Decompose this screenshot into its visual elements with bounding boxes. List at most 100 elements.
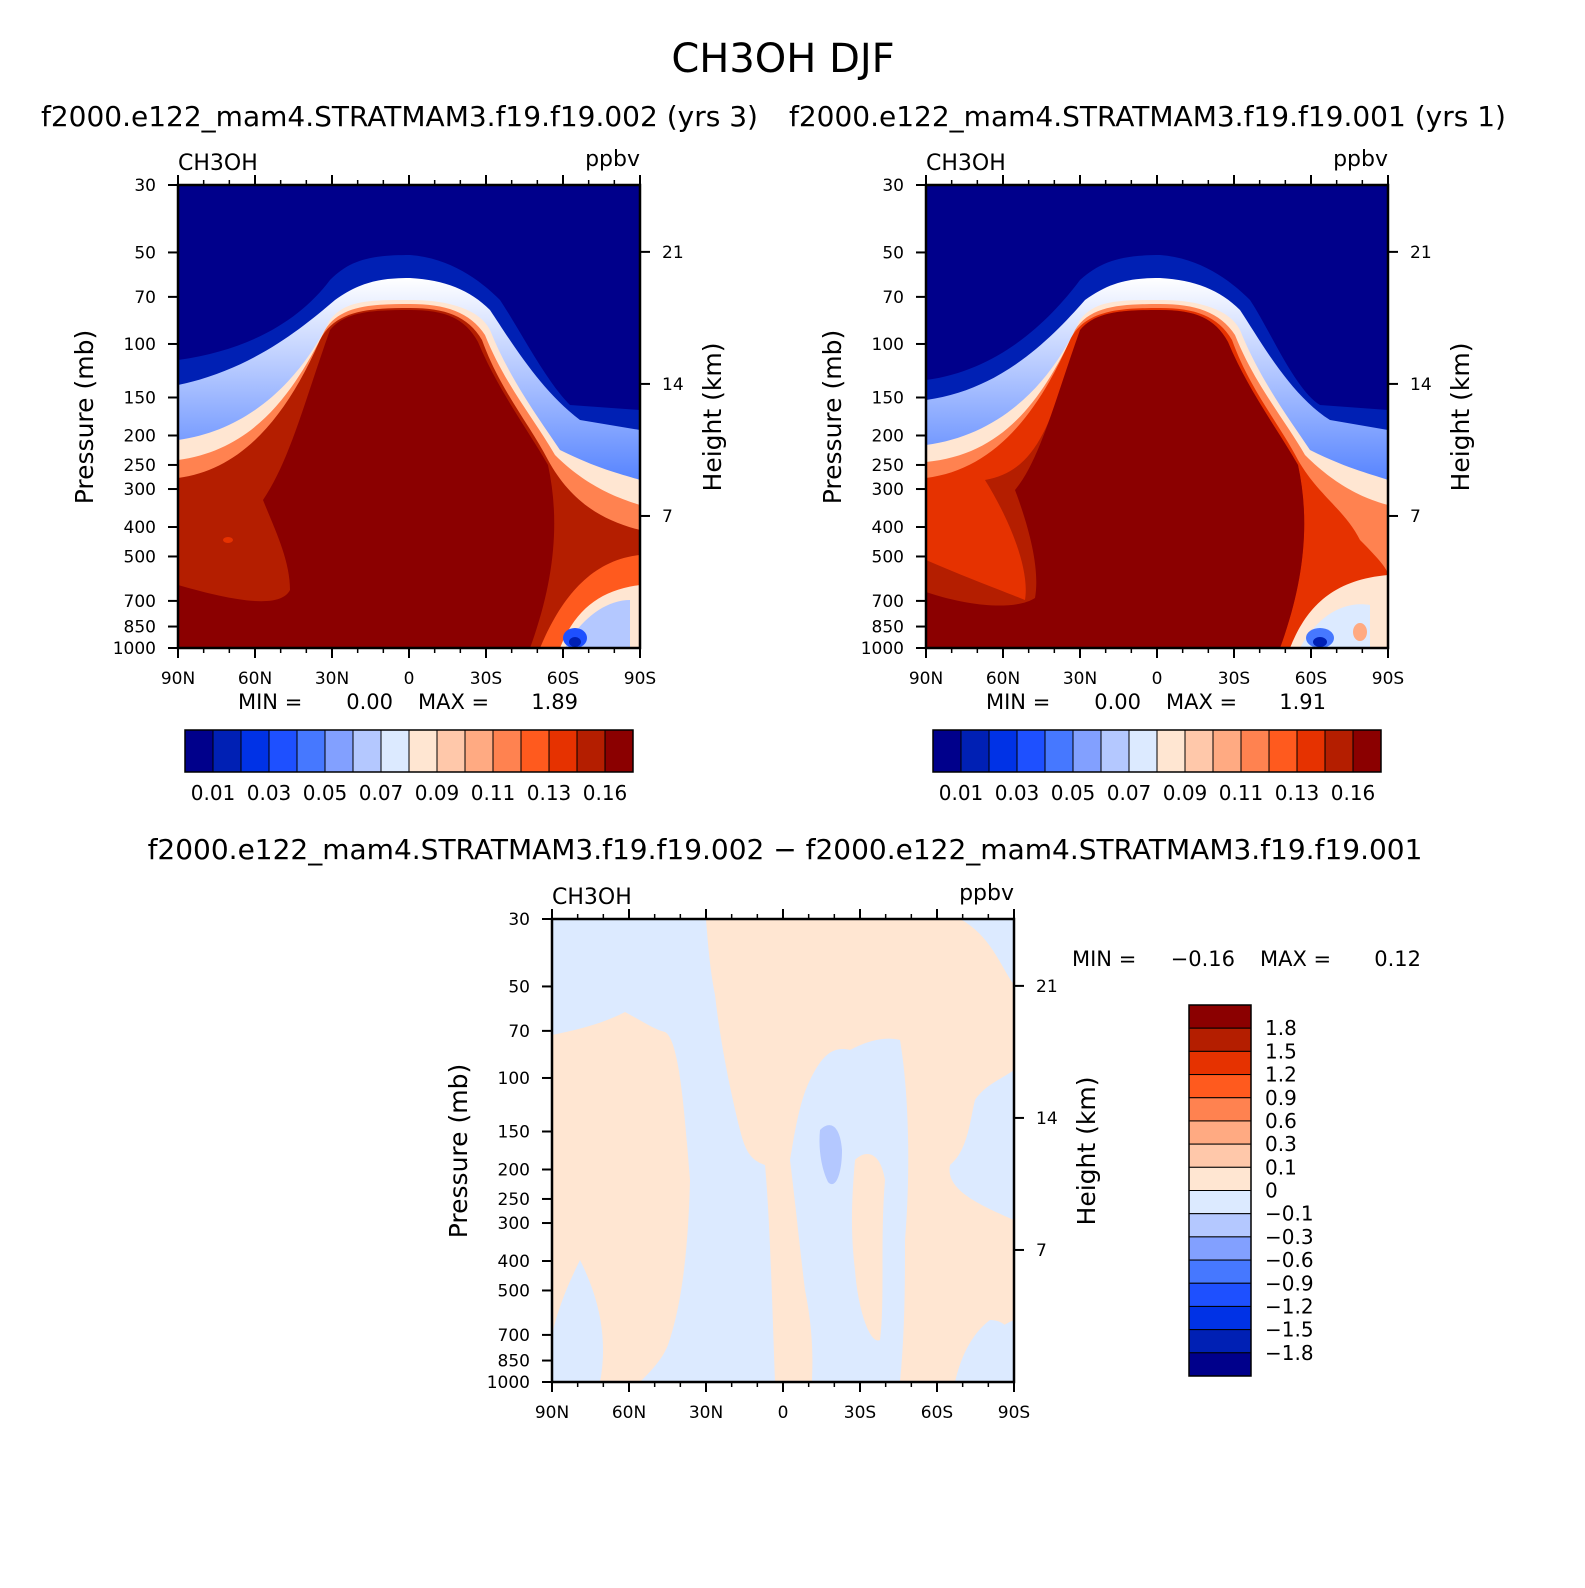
colorbar-label: 0.09 bbox=[415, 781, 460, 805]
max-label-1: MAX = bbox=[418, 690, 489, 714]
colorbar-label: 0.05 bbox=[303, 781, 348, 805]
y2label-3: Height (km) bbox=[1072, 1077, 1101, 1226]
ylabel-1: Pressure (mb) bbox=[70, 330, 99, 504]
colorbar-label: −0.6 bbox=[1265, 1248, 1314, 1272]
colorbar-box bbox=[1072, 729, 1102, 773]
colorbar-box bbox=[184, 729, 214, 773]
y-tick-label: 200 bbox=[124, 426, 156, 446]
y-tick-label: 850 bbox=[498, 1352, 530, 1372]
y-tick-label: 850 bbox=[872, 618, 904, 638]
diff-title: f2000.e122_mam4.STRATMAM3.f19.f19.002 − … bbox=[148, 833, 1423, 866]
colorbar-box bbox=[1324, 729, 1354, 773]
y2-tick-label: 21 bbox=[1036, 977, 1058, 997]
colorbar-box bbox=[1044, 729, 1074, 773]
units-label-3: ppbv bbox=[959, 881, 1014, 906]
x-tick-label: 0 bbox=[778, 1403, 789, 1423]
max-value-3: 0.12 bbox=[1374, 947, 1421, 971]
colorbar-1: 0.01 0.03 0.05 0.07 0.09 0.11 0.13 0.16 bbox=[184, 729, 634, 805]
colorbar-label: 0.1 bbox=[1265, 1155, 1297, 1179]
x-tick-label: 90S bbox=[1372, 669, 1404, 689]
y-tick-label: 850 bbox=[124, 618, 156, 638]
colorbar-box bbox=[1184, 729, 1214, 773]
units-label-2: ppbv bbox=[1333, 147, 1388, 172]
colorbar-box bbox=[436, 729, 466, 773]
y-tick-label: 250 bbox=[124, 456, 156, 476]
y2-tick-label: 14 bbox=[1036, 1109, 1058, 1129]
colorbar-label: 1.5 bbox=[1265, 1039, 1297, 1063]
x-tick-label: 30N bbox=[315, 669, 349, 689]
colorbar-box bbox=[1156, 729, 1186, 773]
y-tick-label: 300 bbox=[498, 1214, 530, 1234]
x-tick-label: 60S bbox=[1295, 669, 1327, 689]
axes-p1: 3050701001502002503004005007008501000211… bbox=[113, 175, 684, 689]
colorbar-box bbox=[1188, 1097, 1252, 1122]
panel-case-002: 3050701001502002503004005007008501000211… bbox=[70, 147, 727, 805]
colorbar-label: 0.9 bbox=[1265, 1086, 1297, 1110]
x-tick-label: 60S bbox=[547, 669, 579, 689]
colorbar-box bbox=[548, 729, 578, 773]
y-tick-label: 250 bbox=[498, 1190, 530, 1210]
y-tick-label: 30 bbox=[508, 910, 530, 930]
colorbar-box bbox=[576, 729, 606, 773]
colorbar-frame bbox=[932, 729, 1382, 773]
contour-field-2 bbox=[926, 185, 1388, 648]
colorbar-label: −1.5 bbox=[1265, 1318, 1314, 1342]
colorbar-box bbox=[352, 729, 382, 773]
contour-field-1 bbox=[178, 185, 640, 648]
colorbar-box bbox=[932, 729, 962, 773]
colorbar-box bbox=[1188, 1352, 1252, 1377]
ylabel-2: Pressure (mb) bbox=[818, 330, 847, 504]
colorbar-box bbox=[1016, 729, 1046, 773]
y-tick-label: 700 bbox=[498, 1326, 530, 1346]
colorbar-label: 0.11 bbox=[471, 781, 516, 805]
x-tick-label: 90S bbox=[998, 1403, 1030, 1423]
y-tick-label: 1000 bbox=[113, 639, 156, 659]
colorbar-box bbox=[1188, 1027, 1252, 1052]
colorbar-box bbox=[1240, 729, 1270, 773]
colorbar-3: 1.81.51.20.90.60.30.10−0.1−0.3−0.6−0.9−1… bbox=[1188, 1004, 1314, 1377]
colorbar-box bbox=[1128, 729, 1158, 773]
colorbar-label: 1.2 bbox=[1265, 1063, 1297, 1087]
colorbar-box bbox=[960, 729, 990, 773]
colorbar-label: 0.16 bbox=[583, 781, 628, 805]
axes-p2: 3050701001502002503004005007008501000211… bbox=[861, 175, 1432, 689]
colorbar-label: 0.09 bbox=[1163, 781, 1208, 805]
y-tick-label: 150 bbox=[124, 389, 156, 409]
min-label-3: MIN = bbox=[1072, 947, 1136, 971]
y-tick-label: 250 bbox=[872, 456, 904, 476]
colorbar-box bbox=[1188, 1143, 1252, 1168]
colorbar-label: 0 bbox=[1265, 1179, 1278, 1203]
x-tick-label: 90N bbox=[535, 1403, 569, 1423]
subtitle-right: f2000.e122_mam4.STRATMAM3.f19.f19.001 (y… bbox=[789, 100, 1506, 133]
colorbar-box bbox=[1188, 1236, 1252, 1261]
max-label-3: MAX = bbox=[1260, 947, 1331, 971]
colorbar-box bbox=[1188, 1166, 1252, 1191]
colorbar-box bbox=[1188, 1282, 1252, 1307]
y-tick-label: 100 bbox=[124, 335, 156, 355]
y-tick-label: 50 bbox=[508, 977, 530, 997]
y-tick-label: 70 bbox=[882, 288, 904, 308]
y-tick-label: 500 bbox=[498, 1281, 530, 1301]
colorbar-label: 0.05 bbox=[1051, 781, 1096, 805]
colorbar-box bbox=[380, 729, 410, 773]
colorbar-frame bbox=[1188, 1004, 1252, 1377]
colorbar-box bbox=[1100, 729, 1130, 773]
x-tick-label: 90N bbox=[909, 669, 943, 689]
colorbar-box bbox=[464, 729, 494, 773]
x-tick-label: 0 bbox=[404, 669, 415, 689]
colorbar-box bbox=[1188, 1050, 1252, 1076]
min-value-2: 0.00 bbox=[1094, 690, 1141, 714]
x-tick-label: 90N bbox=[161, 669, 195, 689]
x-tick-label: 60N bbox=[986, 669, 1020, 689]
y-tick-label: 400 bbox=[124, 518, 156, 538]
max-value-1: 1.89 bbox=[531, 690, 578, 714]
colorbar-label: −1.8 bbox=[1265, 1341, 1314, 1365]
y-tick-label: 300 bbox=[124, 480, 156, 500]
y-tick-label: 70 bbox=[508, 1022, 530, 1042]
y-tick-label: 100 bbox=[872, 335, 904, 355]
y2-tick-label: 7 bbox=[1036, 1241, 1047, 1261]
colorbar-label: −0.9 bbox=[1265, 1271, 1314, 1295]
y-tick-label: 200 bbox=[872, 426, 904, 446]
panel-difference: 3050701001502002503004005007008501000211… bbox=[444, 881, 1421, 1423]
colorbar-box bbox=[324, 729, 354, 773]
